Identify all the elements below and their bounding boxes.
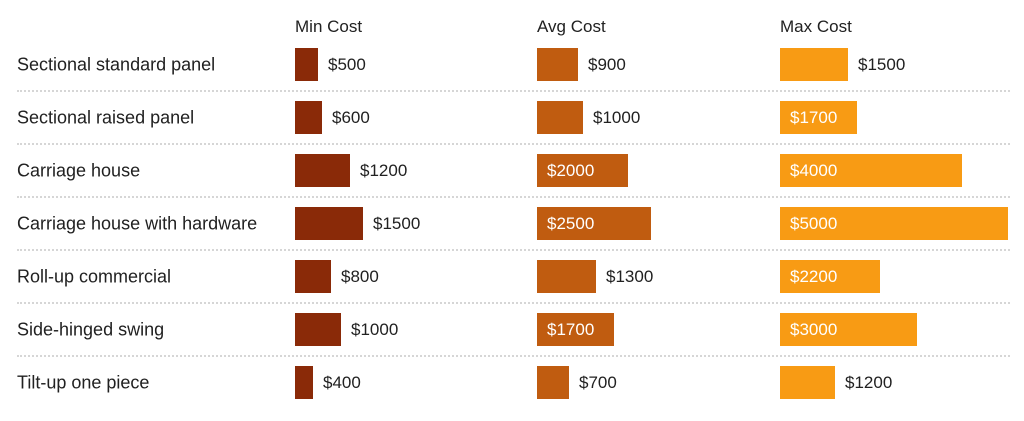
bar-value-label: $1300 xyxy=(606,266,654,286)
bar-value-label: $4000 xyxy=(790,160,838,180)
row-separator xyxy=(17,302,1010,304)
row-label: Carriage house with hardware xyxy=(17,213,258,233)
row-label: Sectional raised panel xyxy=(17,107,195,127)
table-row: Side-hinged swing $1000 $1700 $3000 xyxy=(0,304,1024,355)
column-header-max-cost: Max Cost xyxy=(780,17,852,36)
row-separator xyxy=(17,143,1010,145)
bar-value-label: $2500 xyxy=(547,213,595,233)
bar-value-label: $2200 xyxy=(790,266,838,286)
bar-max-cost: $3000 xyxy=(780,313,917,346)
table-row: Sectional raised panel $600 $1000 $1700 xyxy=(0,92,1024,143)
row-separator xyxy=(17,196,1010,198)
bar-min-cost xyxy=(295,313,341,346)
bar-avg-cost: $1700 xyxy=(537,313,614,346)
bar-value-label: $3000 xyxy=(790,319,838,339)
bar-value-label: $1000 xyxy=(593,107,641,127)
bar-min-cost xyxy=(295,48,318,81)
row-label: Tilt-up one piece xyxy=(17,372,150,392)
bar-value-label: $400 xyxy=(323,372,361,392)
bar-value-label: $700 xyxy=(579,372,617,392)
row-separator xyxy=(17,90,1010,92)
row-separator xyxy=(17,249,1010,251)
bar-value-label: $1200 xyxy=(360,160,408,180)
bar-value-label: $900 xyxy=(588,54,626,74)
bar-avg-cost xyxy=(537,260,596,293)
bar-avg-cost: $2000 xyxy=(537,154,628,187)
row-label: Roll-up commercial xyxy=(17,266,172,286)
table-row: Roll-up commercial $800 $1300 $2200 xyxy=(0,251,1024,302)
table-row: Sectional standard panel $500 $900 $1500 xyxy=(0,39,1024,90)
bar-avg-cost: $2500 xyxy=(537,207,651,240)
chart-rows: Sectional standard panel $500 $900 $1500 Sec… xyxy=(0,39,1024,408)
table-row: Carriage house with hardware $1500 $2500 $5… xyxy=(0,198,1024,249)
column-header-avg-cost: Avg Cost xyxy=(537,17,606,36)
table-row: Carriage house $1200 $2000 $4000 xyxy=(0,145,1024,196)
bar-max-cost: $5000 xyxy=(780,207,1008,240)
bar-value-label: $2000 xyxy=(547,160,595,180)
bar-max-cost: $2200 xyxy=(780,260,880,293)
bar-value-label: $5000 xyxy=(790,213,838,233)
bar-min-cost xyxy=(295,154,350,187)
bar-min-cost xyxy=(295,101,322,134)
row-label: Sectional standard panel xyxy=(17,54,216,74)
bar-avg-cost xyxy=(537,48,578,81)
bar-max-cost: $4000 xyxy=(780,154,962,187)
row-separator xyxy=(17,355,1010,357)
column-headers: Min Cost Avg Cost Max Cost xyxy=(0,0,1024,39)
bar-min-cost xyxy=(295,260,331,293)
bar-value-label: $600 xyxy=(332,107,370,127)
bar-max-cost xyxy=(780,366,835,399)
bar-avg-cost xyxy=(537,101,583,134)
bar-value-label: $1500 xyxy=(373,213,421,233)
bar-value-label: $1700 xyxy=(790,107,838,127)
bar-value-label: $1200 xyxy=(845,372,893,392)
bar-max-cost: $1700 xyxy=(780,101,857,134)
bar-min-cost xyxy=(295,207,363,240)
bar-max-cost xyxy=(780,48,848,81)
table-row: Tilt-up one piece $400 $700 $1200 xyxy=(0,357,1024,408)
row-label: Carriage house xyxy=(17,160,141,180)
bar-value-label: $500 xyxy=(328,54,366,74)
column-header-min-cost: Min Cost xyxy=(295,17,363,36)
row-label: Side-hinged swing xyxy=(17,319,165,339)
bar-avg-cost xyxy=(537,366,569,399)
bar-value-label: $1500 xyxy=(858,54,906,74)
bar-min-cost xyxy=(295,366,313,399)
bar-value-label: $1700 xyxy=(547,319,595,339)
bar-value-label: $800 xyxy=(341,266,379,286)
bar-value-label: $1000 xyxy=(351,319,399,339)
